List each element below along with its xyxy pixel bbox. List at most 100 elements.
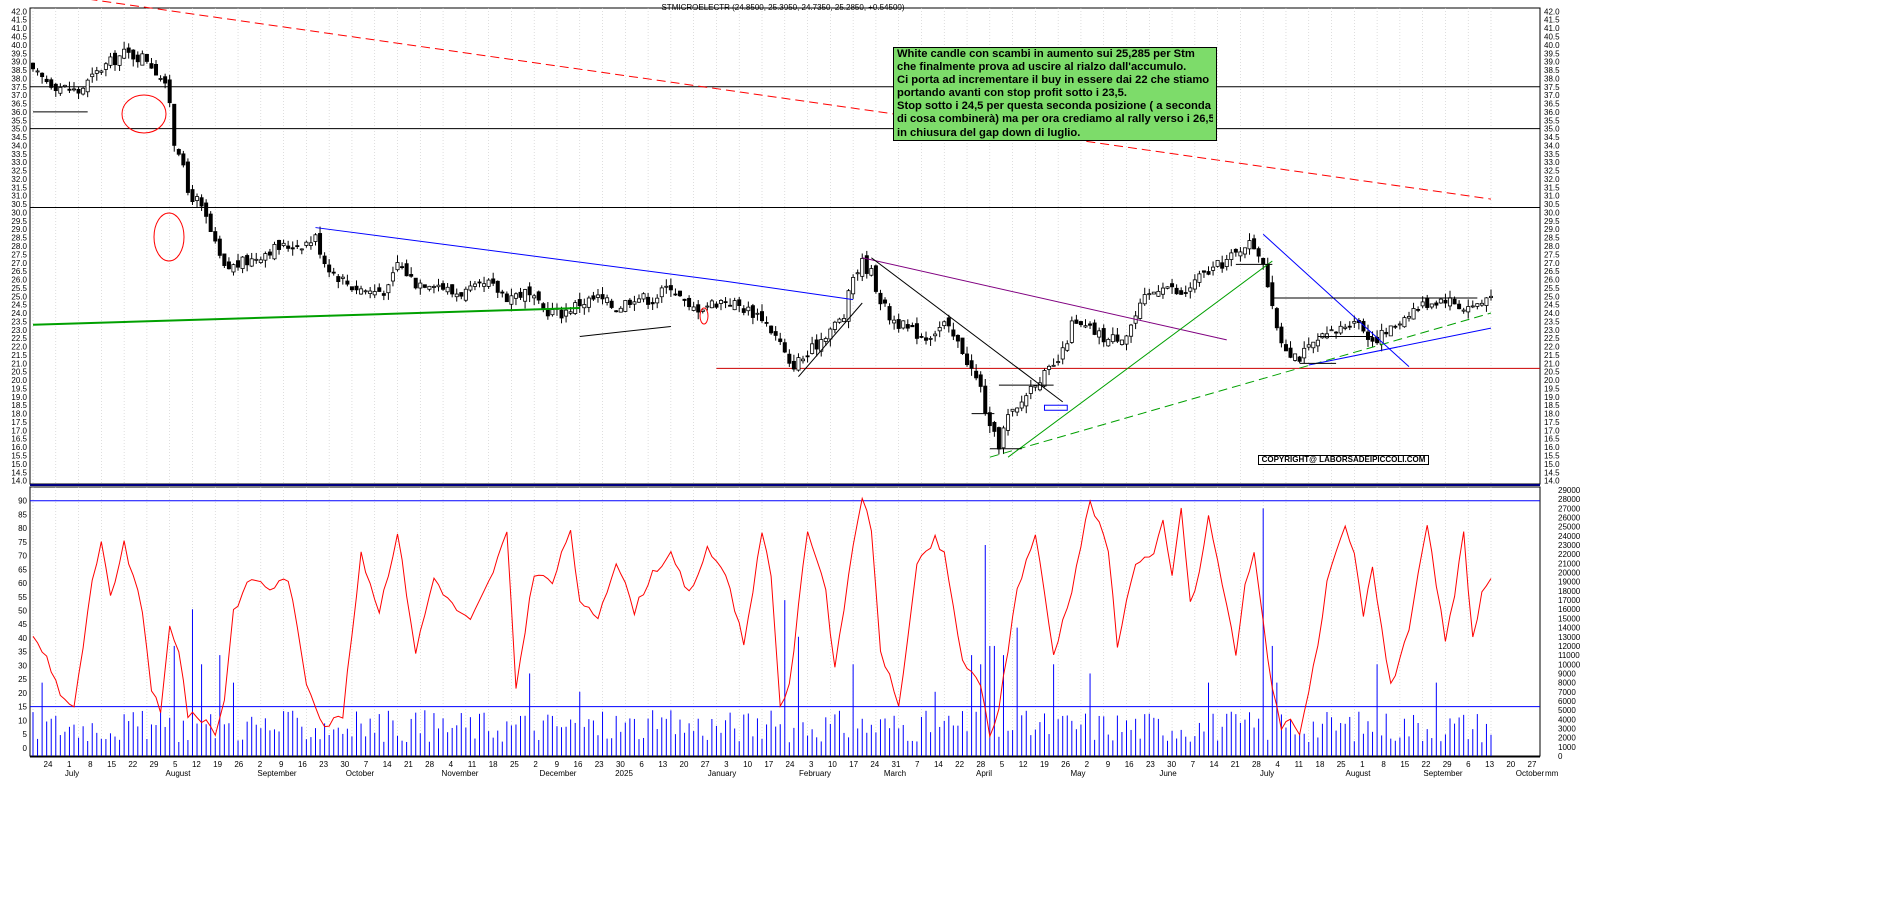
volume-tick-right: 15000 <box>1558 614 1581 623</box>
volume-tick-right: 6000 <box>1558 697 1576 706</box>
price-tick-left: 17.5 <box>11 418 27 427</box>
candle-body <box>851 277 856 295</box>
price-tick-left: 31.0 <box>11 192 27 201</box>
candle-body <box>778 338 783 342</box>
volume-tick-right: 10000 <box>1558 660 1581 669</box>
date-tick-day: 14 <box>934 760 943 769</box>
price-tick-right: 31.0 <box>1544 192 1560 201</box>
candle-body <box>131 49 136 60</box>
candle-body <box>1101 328 1106 343</box>
candle-body <box>1088 323 1093 326</box>
date-tick-day: 24 <box>44 760 53 769</box>
price-tick-right: 19.5 <box>1544 384 1560 393</box>
trendline <box>989 312 1492 458</box>
oscillator-tick-left: 35 <box>18 648 27 657</box>
candle-body <box>910 324 915 328</box>
candle-body <box>1069 320 1074 343</box>
date-tick-month: October <box>346 769 375 778</box>
candle-body <box>1092 322 1097 335</box>
date-tick-day: 31 <box>892 760 901 769</box>
candle-body <box>1329 329 1334 332</box>
axis-corner-label: mm <box>1545 769 1559 778</box>
volume-tick-right: 1000 <box>1558 743 1576 752</box>
candle-body <box>254 258 259 261</box>
candle-body <box>832 321 837 330</box>
candle-body <box>1206 271 1211 275</box>
price-tick-left: 26.5 <box>11 267 27 276</box>
candle-body <box>605 297 610 303</box>
candle-body <box>267 251 272 256</box>
candle-body <box>185 161 190 193</box>
date-tick-day: 29 <box>1443 760 1452 769</box>
date-tick-day: 16 <box>298 760 307 769</box>
candle-body <box>869 268 874 276</box>
candle-body <box>217 238 222 256</box>
candle-body <box>1220 262 1225 269</box>
trendline <box>579 325 671 338</box>
date-tick-day: 19 <box>1040 760 1049 769</box>
candle-body <box>1302 347 1307 359</box>
candle-body <box>195 196 200 201</box>
candle-body <box>318 233 323 255</box>
candle-body <box>1197 273 1202 283</box>
price-tick-left: 21.5 <box>11 351 27 360</box>
candle-body <box>1065 343 1070 351</box>
price-tick-left: 34.5 <box>11 133 27 142</box>
candle-body <box>482 283 487 287</box>
price-tick-left: 25.5 <box>11 284 27 293</box>
price-tick-left: 26.0 <box>11 276 27 285</box>
candle-body <box>873 265 878 292</box>
price-tick-right: 30.0 <box>1544 208 1560 217</box>
oscillator-tick-left: 5 <box>23 730 28 739</box>
candle-body <box>427 285 432 290</box>
candle-body <box>1174 287 1179 295</box>
candle-body <box>1338 325 1343 334</box>
date-tick-month: June <box>1159 769 1177 778</box>
candle-body <box>81 87 86 95</box>
date-tick-day: 20 <box>1506 760 1515 769</box>
candle-body <box>632 301 637 305</box>
trendline <box>32 307 580 326</box>
candle-body <box>286 245 291 249</box>
date-tick-day: 26 <box>234 760 243 769</box>
candle-body <box>955 334 960 342</box>
price-tick-right: 33.5 <box>1544 150 1560 159</box>
candle-body <box>714 303 719 308</box>
candle-body <box>801 358 806 362</box>
date-tick-month: February <box>799 769 831 778</box>
candle-body <box>290 247 295 250</box>
oscillator-tick-left: 85 <box>18 510 27 519</box>
price-tick-left: 42.0 <box>11 7 27 16</box>
candle-body <box>1279 326 1284 344</box>
price-tick-right: 37.5 <box>1544 83 1560 92</box>
candle-body <box>327 264 332 273</box>
candle-body <box>445 286 450 293</box>
candle-body <box>828 328 833 340</box>
candle-body <box>1397 323 1402 326</box>
candle-body <box>1315 339 1320 347</box>
candle-body <box>978 374 983 387</box>
date-tick-day: 14 <box>383 760 392 769</box>
price-tick-left: 16.0 <box>11 443 27 452</box>
candle-body <box>1365 331 1370 340</box>
candle-body <box>454 293 459 298</box>
price-tick-right: 28.0 <box>1544 242 1560 251</box>
date-tick-day: 10 <box>828 760 837 769</box>
date-tick-day: 5 <box>1000 760 1005 769</box>
trendline <box>1007 260 1273 458</box>
price-tick-right: 17.5 <box>1544 418 1560 427</box>
candle-body <box>523 289 528 302</box>
price-tick-left: 20.0 <box>11 376 27 385</box>
price-tick-left: 22.0 <box>11 343 27 352</box>
candle-body <box>1242 247 1247 255</box>
candle-body <box>1138 302 1143 319</box>
candle-body <box>805 355 810 358</box>
candle-body <box>108 56 113 66</box>
date-tick-day: 4 <box>1275 760 1280 769</box>
candle-body <box>213 231 218 242</box>
candle-body <box>1170 283 1175 288</box>
date-tick-day: 2 <box>1085 760 1090 769</box>
candle-body <box>1106 339 1111 347</box>
candle-body <box>1015 407 1020 413</box>
candle-body <box>1211 266 1216 271</box>
